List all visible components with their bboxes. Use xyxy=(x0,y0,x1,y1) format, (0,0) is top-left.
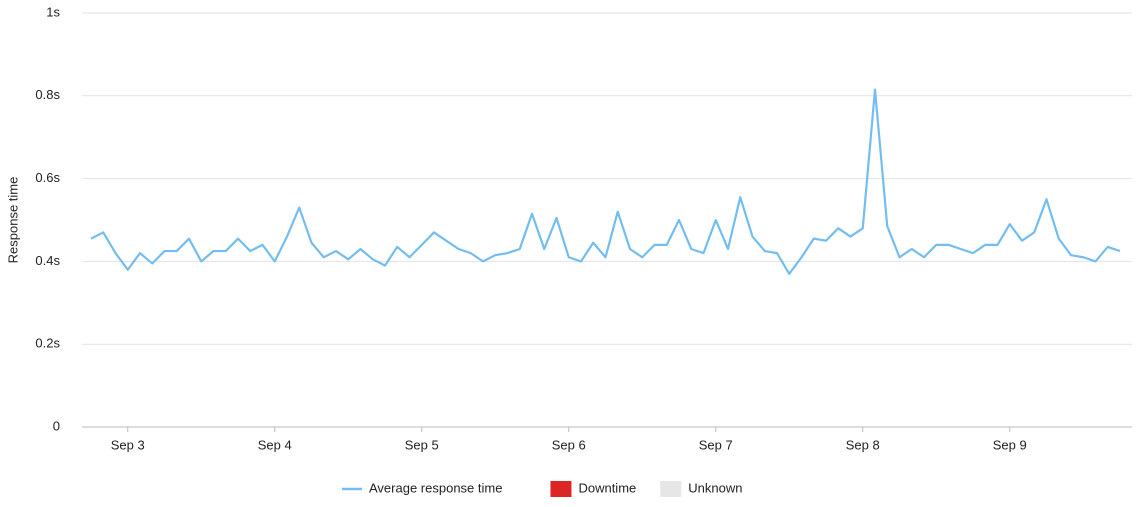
series-line xyxy=(90,88,1121,275)
legend-swatch xyxy=(550,481,572,497)
x-tick-label: Sep 9 xyxy=(993,437,1027,452)
y-axis-label: Response time xyxy=(5,177,20,264)
y-tick-label: 0.8s xyxy=(35,87,60,102)
x-tick-label: Sep 4 xyxy=(258,437,292,452)
y-tick-label: 1s xyxy=(46,4,60,19)
y-tick-label: 0.6s xyxy=(35,170,60,185)
x-tick-label: Sep 7 xyxy=(699,437,733,452)
x-tick-label: Sep 3 xyxy=(111,437,145,452)
legend-swatch xyxy=(660,481,682,497)
y-tick-label: 0 xyxy=(53,418,60,433)
x-tick-label: Sep 8 xyxy=(846,437,880,452)
y-tick-label: 0.4s xyxy=(35,253,60,268)
x-tick-label: Sep 5 xyxy=(405,437,439,452)
legend-label: Average response time xyxy=(369,480,502,495)
legend-label: Downtime xyxy=(578,480,636,495)
y-tick-label: 0.2s xyxy=(35,336,60,351)
legend-label: Unknown xyxy=(688,480,742,495)
x-tick-label: Sep 6 xyxy=(552,437,586,452)
